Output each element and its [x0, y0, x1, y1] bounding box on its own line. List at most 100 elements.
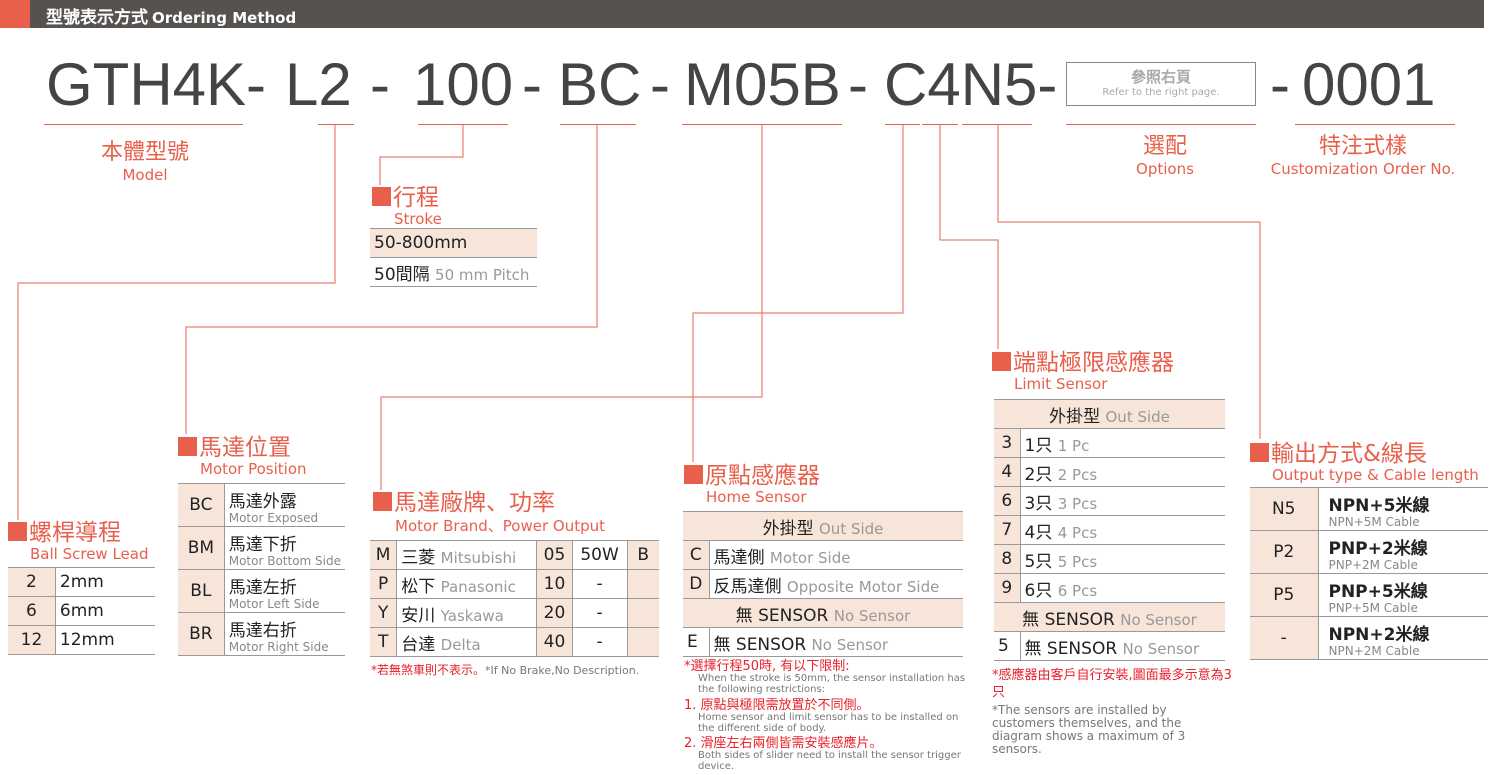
brand-name-en: Yaskawa: [440, 606, 504, 625]
home-code-text: E: [687, 632, 698, 652]
connector-lead: [17, 124, 336, 520]
brand-code: P: [370, 569, 397, 599]
brake-code: [626, 627, 659, 657]
options-box: 參照右頁 Refer to the right page.: [1066, 62, 1256, 106]
lead-value-text: 6mm: [59, 601, 104, 621]
options-label-zh: 選配: [1142, 134, 1187, 159]
position-desc-en: Motor Left Side: [228, 596, 320, 611]
connector-brand: [380, 124, 763, 490]
home-code: D: [683, 569, 709, 599]
position-table: BC 馬達外露 Motor Exposed BM 馬達下折 Motor Bottom Si…: [178, 483, 345, 656]
underline: [962, 124, 1032, 125]
limit-header-zh: 外掛型: [1049, 406, 1106, 427]
lead-title-zh: 螺桿導程: [29, 520, 121, 546]
limit-desc: 2只 2 Pcs: [1019, 457, 1225, 487]
lead-code-text: 12: [20, 630, 43, 650]
home-header-en: Out Side: [819, 519, 884, 538]
output-desc: NPN+5米線 NPN+5M Cable: [1317, 487, 1488, 531]
connector-home: [692, 124, 904, 462]
table-row: 2 2mm: [8, 567, 155, 597]
limit-desc-zh: 2只: [1024, 464, 1058, 485]
table-row: C 馬達側 Motor Side: [683, 540, 963, 570]
home-desc-en: No Sensor: [811, 635, 889, 654]
lead-value-text: 12mm: [59, 630, 115, 650]
options-box-zh: 參照右頁: [1130, 68, 1191, 86]
limit-desc-en: 1 Pc: [1057, 436, 1090, 455]
limit-desc-en: 6 Pcs: [1057, 581, 1098, 600]
brand-note-en: *If No Brake,No Description.: [485, 664, 640, 677]
underline: [1066, 124, 1256, 125]
lead-title-en: Ball Screw Lead: [30, 545, 149, 563]
limit-code: 7: [994, 515, 1020, 545]
section-marker: [684, 465, 703, 484]
table-row: 50-800mm: [370, 228, 537, 258]
home-header-en: No Sensor: [833, 606, 911, 625]
lead-code: 12: [8, 625, 56, 655]
output-desc: PNP+5米線 PNP+5M Cable: [1317, 573, 1488, 617]
power-value-text: -: [596, 574, 603, 594]
limit-desc-zh: 6只: [1024, 580, 1058, 601]
limit-desc-zh: 無 SENSOR: [1024, 638, 1123, 659]
output-code: P5: [1250, 573, 1318, 617]
home-table: 外掛型 Out Side C 馬達側 Motor Side D 反馬達側 Opposit…: [683, 511, 963, 657]
home-note-en: Both sides of slider need to install the…: [698, 750, 961, 772]
home-note-en: When the stroke is 50mm, the sensor inst…: [698, 673, 966, 695]
limit-desc: 4只 4 Pcs: [1019, 515, 1225, 545]
code-dash: -: [650, 51, 670, 118]
lead-value: 2mm: [54, 567, 155, 597]
code-custom: 0001: [1302, 51, 1436, 118]
brand-name-en: Delta: [440, 635, 481, 654]
position-desc-zh: 馬達左折: [228, 577, 297, 598]
limit-code: 5: [994, 631, 1020, 661]
home-desc: 反馬達側 Opposite Motor Side: [708, 569, 963, 599]
table-row: 無 SENSOR No Sensor: [683, 598, 963, 628]
power-code: 10: [536, 569, 573, 599]
output-desc-en: NPN+2M Cable: [1328, 643, 1420, 658]
limit-header-en: No Sensor: [1120, 610, 1197, 629]
output-desc-zh: PNP+2米線: [1328, 538, 1428, 559]
output-desc-en: PNP+2M Cable: [1328, 557, 1418, 572]
stroke-pitch-zh: 50間隔: [374, 264, 436, 285]
power-code-text: 05: [543, 545, 566, 565]
stroke-pitch: 50間隔 50 mm Pitch: [370, 257, 537, 287]
lead-code-text: 2: [26, 572, 37, 592]
home-title-zh: 原點感應器: [705, 463, 820, 489]
position-code-text: BL: [190, 581, 212, 601]
table-row: 無 SENSOR No Sensor: [994, 602, 1225, 632]
lead-code-text: 6: [26, 601, 37, 621]
limit-desc-en: 2 Pcs: [1057, 465, 1098, 484]
table-row: P5 PNP+5米線 PNP+5M Cable: [1250, 573, 1488, 617]
home-title-en: Home Sensor: [706, 488, 807, 506]
limit-note-en: *The sensors are installed by customers …: [992, 703, 1186, 756]
header-title-zh: 型號表示方式: [46, 8, 148, 28]
position-desc: 馬達下折 Motor Bottom Side: [223, 526, 345, 570]
home-code: E: [683, 627, 709, 657]
limit-code-text: 5: [998, 636, 1009, 656]
output-title: 輸出方式&線長 Output type & Cable length: [1250, 434, 1479, 484]
power-value-text: -: [596, 603, 603, 623]
limit-header-zh: 無 SENSOR: [1022, 609, 1121, 630]
position-desc-zh: 馬達下折: [228, 534, 297, 555]
limit-header: 無 SENSOR No Sensor: [994, 602, 1225, 632]
stroke-title-zh: 行程: [393, 185, 439, 211]
options-box-en: Refer to the right page.: [1102, 87, 1220, 98]
lead-code: 2: [8, 567, 56, 597]
position-title: 馬達位置 Motor Position: [178, 428, 307, 478]
output-desc: NPN+2米線 NPN+2M Cable: [1317, 616, 1488, 660]
brand-code-text: Y: [377, 603, 389, 623]
limit-code: 9: [994, 573, 1020, 603]
position-desc: 馬達右折 Motor Right Side: [223, 612, 345, 656]
section-header: 型號表示方式 Ordering Method: [0, 0, 1484, 28]
table-row: 6 3只 3 Pcs: [994, 486, 1225, 516]
brand-code: Y: [370, 598, 397, 628]
table-row: 3 1只 1 Pc: [994, 428, 1225, 458]
brand-code: M: [370, 540, 397, 570]
limit-code-text: 4: [1001, 462, 1013, 482]
brand-name: 松下 Panasonic: [396, 569, 537, 599]
limit-desc: 1只 1 Pc: [1019, 428, 1225, 458]
header-title: 型號表示方式 Ordering Method: [46, 3, 296, 28]
output-table: N5 NPN+5米線 NPN+5M Cable P2 PNP+2米線 PNP+2M Cab…: [1250, 487, 1488, 660]
code-position: BC: [558, 51, 642, 118]
table-row: 5 無 SENSOR No Sensor: [994, 631, 1225, 661]
lead-value-text: 2mm: [59, 572, 104, 592]
